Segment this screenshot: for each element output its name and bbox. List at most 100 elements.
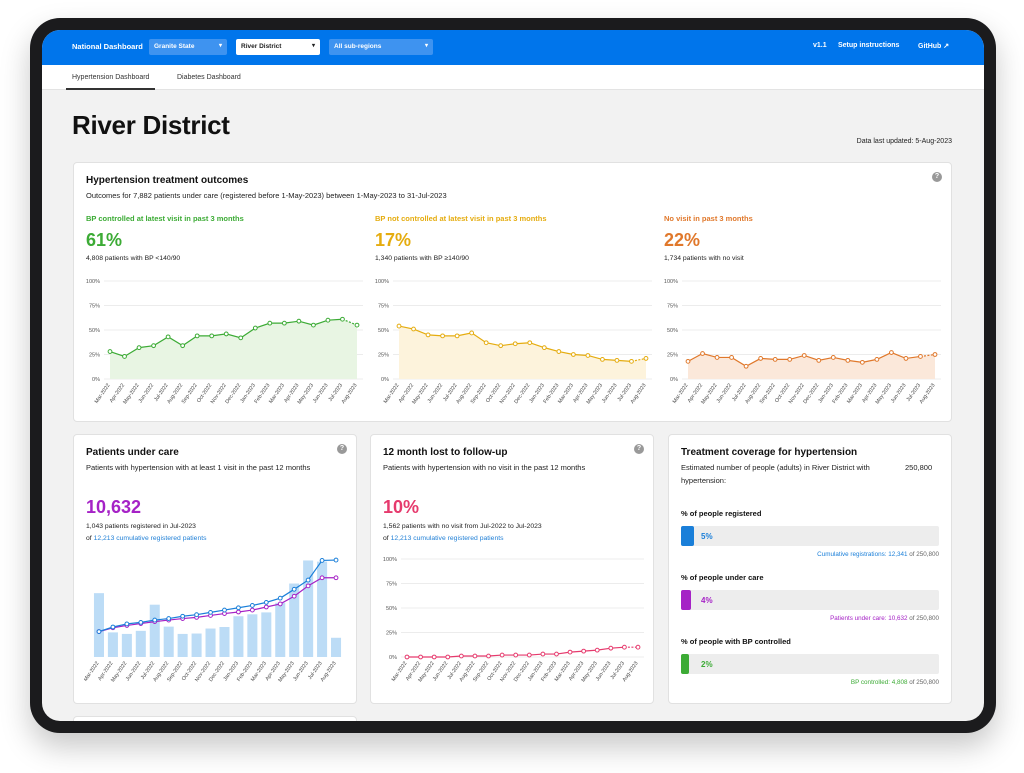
data-point <box>431 654 437 660</box>
help-icon[interactable]: ? <box>932 172 942 182</box>
data-point <box>236 609 241 615</box>
y-tick-label: 75% <box>378 304 389 310</box>
tab-hypertension[interactable]: Hypertension Dashboard <box>66 74 156 90</box>
patients-under-care-card: Patients under care Patients with hypert… <box>73 434 357 704</box>
data-point <box>816 357 822 363</box>
registrations-bar <box>177 633 188 657</box>
data-point <box>107 349 113 354</box>
data-point <box>296 318 302 324</box>
data-point <box>122 354 127 359</box>
bp-controlled-pct: 61% <box>86 230 123 250</box>
data-point <box>267 320 273 326</box>
next-card-edge <box>73 716 357 721</box>
data-point <box>608 645 614 651</box>
coverage-card: Treatment coverage for hypertension Esti… <box>668 434 952 704</box>
screen: National Dashboard Granite State ▾ River… <box>42 30 984 721</box>
y-tick-label: 50% <box>667 328 678 334</box>
data-point <box>594 647 600 653</box>
data-point <box>277 601 283 607</box>
data-point <box>411 326 416 332</box>
outcomes-subtitle: Outcomes for 7,882 patients under care (… <box>86 191 447 200</box>
y-tick-label: 50% <box>89 328 100 334</box>
y-tick-label: 0% <box>92 377 100 383</box>
subregion-select[interactable]: All sub-regions ▾ <box>329 39 433 55</box>
data-point <box>874 357 880 362</box>
data-point <box>845 357 851 363</box>
data-point <box>458 653 464 659</box>
outcomes-card: Hypertension treatment outcomes Outcomes… <box>73 162 952 422</box>
help-icon[interactable]: ? <box>634 444 644 454</box>
y-tick-label: 100% <box>664 279 678 285</box>
data-point <box>152 617 158 623</box>
coverage-registered-note-total: of 250,800 <box>909 551 939 558</box>
data-point <box>96 629 102 635</box>
data-point <box>354 322 360 328</box>
data-point <box>483 340 489 346</box>
data-point <box>635 644 641 650</box>
data-point <box>281 320 287 326</box>
puc-title: Patients under care <box>86 447 179 458</box>
coverage-under-care-bar: 4% <box>681 590 939 610</box>
registrations-bar <box>135 630 146 657</box>
data-point <box>194 612 199 618</box>
data-point <box>249 607 255 613</box>
data-point <box>277 595 283 601</box>
help-icon[interactable]: ? <box>337 444 347 454</box>
series-line-projection <box>631 357 647 362</box>
data-point <box>124 621 130 627</box>
registrations-bar <box>247 614 258 657</box>
coverage-under-care-note-total: of 250,800 <box>909 615 939 622</box>
data-point <box>513 652 519 658</box>
y-tick-label: 25% <box>386 631 397 637</box>
nav-title-link[interactable]: National Dashboard <box>72 42 143 51</box>
tab-diabetes[interactable]: Diabetes Dashboard <box>177 74 241 81</box>
registrations-bar <box>107 632 118 657</box>
data-point <box>614 357 620 363</box>
series-area <box>688 352 935 379</box>
data-point <box>830 355 836 360</box>
data-point <box>903 356 909 361</box>
coverage-registered-pct: 5% <box>701 532 713 541</box>
data-point <box>165 334 171 340</box>
data-point <box>643 356 649 361</box>
puc-cumulative-link[interactable]: 12,213 cumulative registered patients <box>93 535 207 542</box>
district-select[interactable]: River District ▾ <box>236 39 320 55</box>
registrations-bar <box>219 627 230 657</box>
coverage-bp-controlled-heading: % of people with BP controlled <box>681 637 791 646</box>
chevron-down-icon: ▾ <box>424 43 428 49</box>
no-visit-pct: 22% <box>664 230 701 250</box>
data-point <box>136 345 142 351</box>
coverage-under-care-note: Patients under care: 10,632 of 250,800 <box>830 615 939 622</box>
data-point <box>223 331 229 337</box>
registrations-bar <box>191 633 202 657</box>
no-visit-chart: 0%25%50%75%100%Mar-2022Apr-2022May-2022J… <box>664 279 941 405</box>
setup-instructions-link[interactable]: Setup instructions <box>838 42 900 49</box>
data-point <box>319 575 325 581</box>
bp-controlled-note: 4,808 patients with BP <140/90 <box>86 255 181 262</box>
data-point <box>236 605 241 611</box>
registrations-bar <box>317 561 328 657</box>
data-point <box>151 343 156 349</box>
registrations-bar <box>163 626 174 657</box>
top-navbar: National Dashboard Granite State ▾ River… <box>42 30 984 65</box>
y-tick-label: 25% <box>89 353 100 359</box>
data-point <box>787 357 793 362</box>
data-point <box>541 345 547 351</box>
y-tick-label: 25% <box>667 353 678 359</box>
puc-cumulative-note: of 12,213 cumulative registered patients <box>86 535 207 542</box>
y-tick-label: 75% <box>89 304 100 310</box>
data-point <box>743 363 749 369</box>
ltfu-cumulative-link[interactable]: 12,213 cumulative registered patients <box>390 535 504 542</box>
state-select[interactable]: Granite State ▾ <box>149 39 227 55</box>
github-link[interactable]: GitHub ↗ <box>918 43 950 50</box>
data-point <box>540 651 546 657</box>
data-point <box>166 616 172 621</box>
registrations-bar <box>261 612 272 657</box>
coverage-estimate-label: Estimated number of people (adults) in R… <box>681 463 870 485</box>
data-point <box>305 577 311 583</box>
data-updated-label: Data last updated: 5-Aug-2023 <box>856 138 952 145</box>
data-point <box>685 358 691 364</box>
coverage-bp-controlled-note: BP controlled: 4,808 of 250,800 <box>851 679 939 686</box>
y-tick-label: 100% <box>383 557 397 563</box>
data-point <box>194 333 200 339</box>
